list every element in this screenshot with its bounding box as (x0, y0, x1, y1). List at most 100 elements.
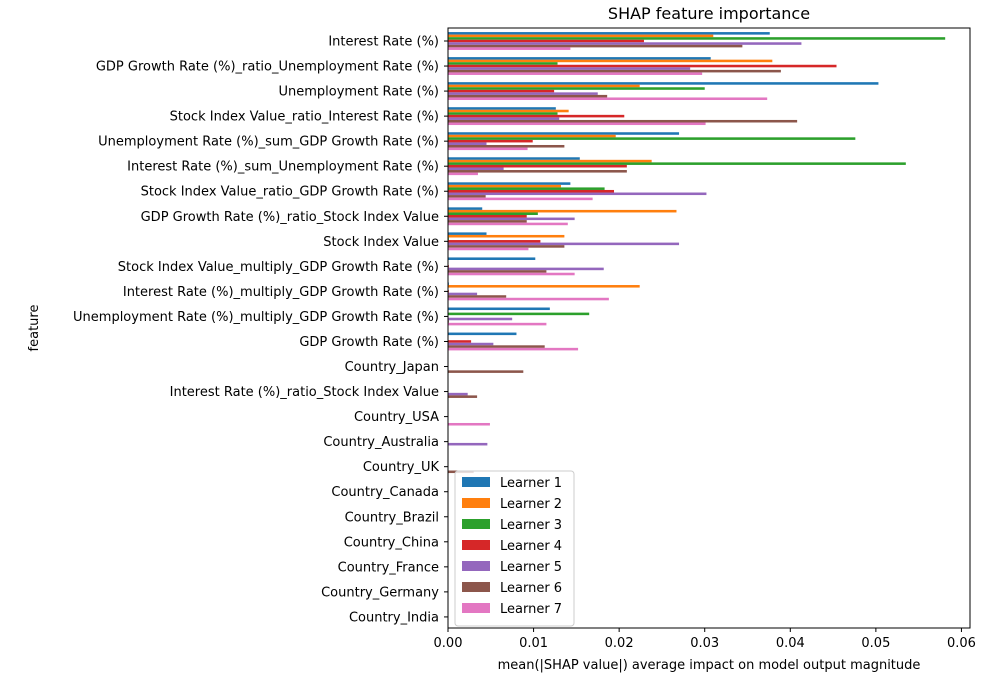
bar-learner-3 (448, 37, 946, 40)
bar-learner-7 (448, 347, 579, 351)
bar-learner-1 (448, 157, 580, 160)
legend-label: Learner 5 (500, 560, 562, 575)
bar-learner-7 (448, 97, 768, 101)
legend-swatch (462, 519, 490, 529)
legend-swatch (462, 477, 490, 487)
bar-learner-3 (448, 87, 705, 90)
bar-learner-6 (448, 119, 798, 123)
bar-learner-4 (448, 189, 615, 193)
y-axis: Interest Rate (%) GDP Growth Rate (%)_rat… (73, 35, 448, 625)
bar-learner-5 (448, 392, 468, 396)
bar-learner-2 (448, 34, 714, 38)
bar-learner-1 (448, 257, 536, 260)
bar-learner-7 (448, 197, 593, 201)
bar-learner-7 (448, 47, 571, 50)
bar-learner-1 (448, 332, 517, 336)
y-tick-label: Country_Australia (323, 435, 439, 450)
y-tick-label: Unemployment Rate (%)_sum_GDP Growth Rat… (98, 135, 439, 150)
chart-title: SHAP feature importance (608, 4, 810, 23)
bar-learner-6 (448, 195, 486, 198)
x-tick-label: 0.02 (605, 636, 634, 651)
bar-learner-1 (448, 57, 711, 60)
bar-learner-1 (448, 232, 487, 235)
legend-swatch (462, 540, 490, 550)
bar-learner-3 (448, 187, 605, 190)
bar-learner-6 (448, 170, 627, 173)
bar-learner-2 (448, 134, 616, 138)
y-tick-label: Country_China (344, 535, 439, 550)
bar-learner-5 (448, 142, 487, 145)
bar-learner-1 (448, 207, 483, 210)
bar-learner-3 (448, 137, 856, 140)
bar-learner-4 (448, 64, 837, 68)
bar-learner-5 (448, 217, 575, 221)
bar-learner-2 (448, 234, 565, 238)
bar-learner-7 (448, 272, 575, 276)
y-tick-label: Stock Index Value_ratio_GDP Growth Rate … (141, 185, 439, 200)
bar-learner-3 (448, 112, 558, 115)
bar-learner-1 (448, 32, 770, 35)
y-tick-label: Interest Rate (%)_sum_Unemployment Rate … (127, 160, 439, 175)
bar-learner-6 (448, 370, 524, 373)
legend-label: Learner 2 (500, 497, 562, 512)
x-tick-label: 0.01 (519, 636, 548, 651)
y-tick-label: Country_France (338, 560, 439, 575)
bar-learner-7 (448, 72, 703, 75)
y-tick-label: Stock Index Value_multiply_GDP Growth Ra… (118, 260, 439, 275)
bar-learner-2 (448, 84, 640, 88)
bar-learner-4 (448, 114, 625, 118)
bar-learner-4 (448, 240, 541, 243)
bar-learner-3 (448, 162, 906, 165)
bar-learner-4 (448, 139, 533, 143)
bars-group (448, 32, 946, 474)
bar-learner-4 (448, 89, 555, 93)
bar-learner-5 (448, 92, 598, 95)
y-tick-label: Country_USA (354, 410, 439, 425)
bar-learner-5 (448, 117, 560, 120)
bar-learner-6 (448, 220, 527, 223)
x-tick-label: 0.00 (434, 636, 463, 651)
bar-learner-1 (448, 307, 550, 311)
x-tick-label: 0.04 (776, 636, 805, 651)
bar-learner-4 (448, 39, 644, 43)
bar-learner-7 (448, 297, 609, 301)
bar-learner-1 (448, 132, 680, 135)
bar-learner-7 (448, 122, 706, 126)
bar-learner-6 (448, 395, 478, 398)
bar-learner-2 (448, 109, 569, 113)
bar-learner-5 (448, 242, 680, 246)
x-tick-label: 0.06 (947, 636, 976, 651)
y-tick-label: Country_Canada (331, 485, 439, 500)
legend-label: Learner 6 (500, 581, 562, 596)
legend-label: Learner 7 (500, 602, 562, 617)
plot-frame (447, 27, 971, 629)
bar-learner-6 (448, 295, 507, 298)
bar-learner-7 (448, 172, 478, 176)
bar-learner-7 (448, 422, 490, 426)
bar-learner-5 (448, 192, 707, 196)
legend-swatch (462, 561, 490, 571)
y-tick-label: Interest Rate (%)_ratio_Stock Index Valu… (170, 385, 439, 400)
bar-learner-6 (448, 94, 608, 98)
legend-label: Learner 1 (500, 476, 562, 491)
bar-learner-4 (448, 215, 527, 218)
bar-learner-6 (448, 144, 565, 148)
y-tick-label: Country_Japan (345, 360, 439, 375)
legend-label: Learner 4 (500, 539, 562, 554)
y-tick-label: Country_Brazil (345, 510, 439, 525)
y-tick-label: Stock Index Value_ratio_Interest Rate (%… (170, 110, 439, 125)
bar-learner-3 (448, 212, 538, 216)
x-tick-label: 0.05 (861, 636, 890, 651)
bar-learner-6 (448, 44, 743, 48)
bar-learner-4 (448, 164, 627, 168)
bar-learner-5 (448, 42, 802, 45)
y-tick-label: Country_Germany (321, 585, 439, 600)
bar-learner-7 (448, 222, 568, 226)
bar-learner-5 (448, 67, 691, 70)
bar-learner-3 (448, 312, 590, 316)
y-tick-label: Unemployment Rate (%)_multiply_GDP Growt… (73, 310, 439, 325)
bar-learner-5 (448, 267, 604, 271)
y-tick-label: Unemployment Rate (%) (279, 85, 440, 100)
bar-learner-1 (448, 82, 879, 85)
y-tick-label: GDP Growth Rate (%)_ratio_Stock Index Va… (141, 210, 439, 225)
